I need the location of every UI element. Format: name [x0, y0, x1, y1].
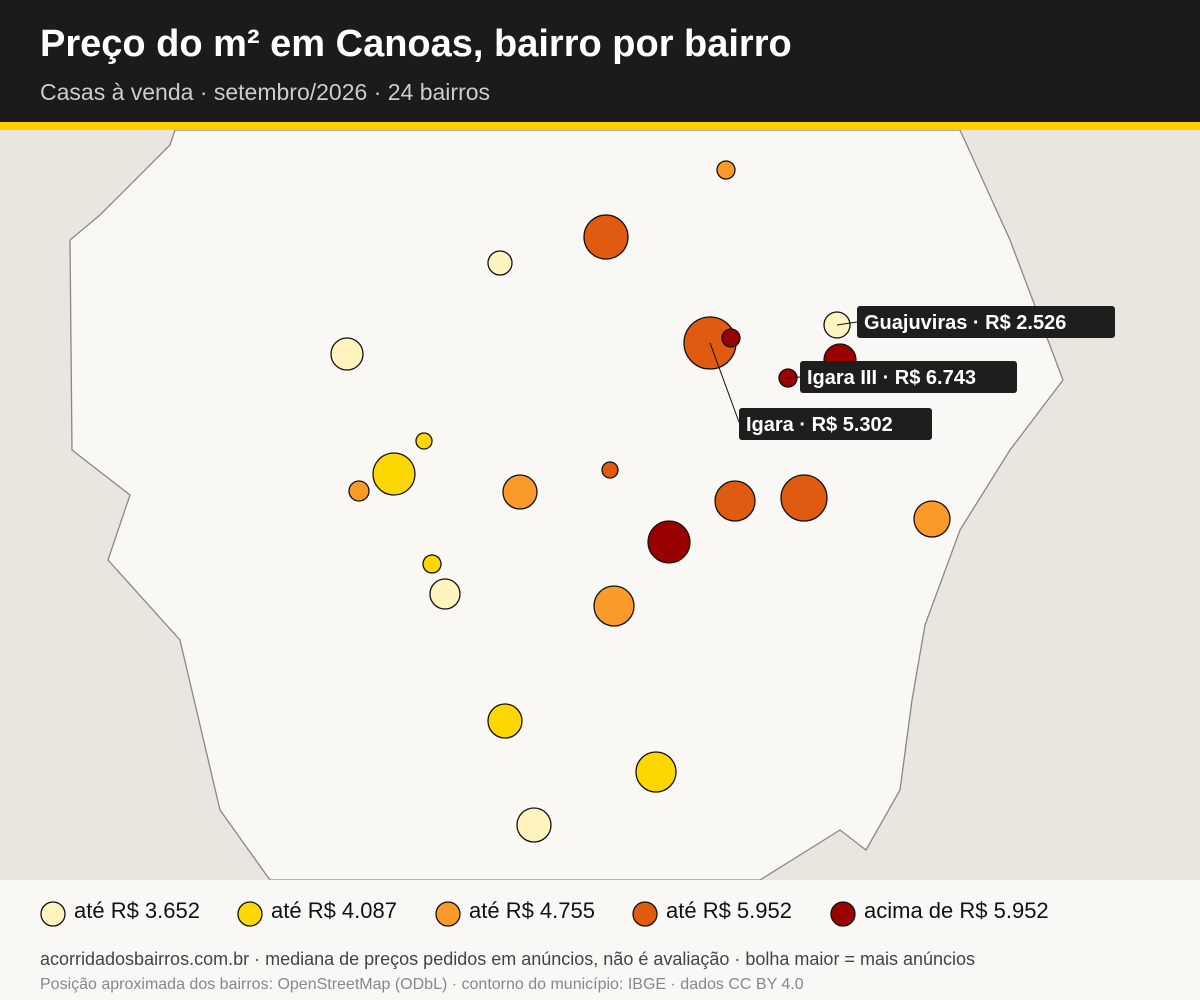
bubble: [780, 474, 828, 522]
header: [0, 0, 1200, 122]
legend-swatch: [40, 901, 66, 927]
leader-line: [709, 342, 740, 423]
bubble: [348, 480, 370, 502]
callout-label: Igara · R$ 5.302: [746, 414, 893, 436]
legend-swatch: [237, 901, 263, 927]
bubble: [714, 480, 756, 522]
bubble: [415, 432, 433, 450]
leader-line: [836, 321, 858, 326]
bubble: [583, 214, 629, 260]
title: Preço do m² em Canoas, bairro por bairro: [40, 23, 792, 65]
label-box: [800, 361, 1017, 393]
bubble: [647, 520, 691, 564]
legend-label: até R$ 3.652: [74, 898, 200, 923]
legend-swatch: [830, 901, 856, 927]
legend: até R$ 3.652 até R$ 4.087 até R$ 4.755 a…: [40, 898, 1049, 927]
header-stripe: [0, 122, 1200, 130]
bubble: [487, 703, 523, 739]
legend-swatch: [435, 901, 461, 927]
bubble: [593, 585, 635, 627]
bubble: [913, 500, 951, 538]
legend-label: até R$ 5.952: [666, 898, 792, 923]
source-note: acorridadosbairros.com.br · mediana de p…: [40, 949, 975, 969]
callout-label: Guajuviras · R$ 2.526: [864, 312, 1066, 334]
bubble: [422, 554, 442, 574]
credits: Posição aproximada dos bairros: OpenStre…: [40, 976, 804, 993]
bubble: [516, 807, 552, 843]
bubble: [330, 337, 364, 371]
bubble: [487, 250, 513, 276]
municipality-outline: [69, 129, 1064, 881]
legend-label: até R$ 4.755: [469, 898, 595, 923]
bubble: [635, 751, 677, 793]
label-box: [739, 408, 932, 440]
bubble: [429, 578, 461, 610]
legend-swatch: [632, 901, 658, 927]
legend-label: acima de R$ 5.952: [864, 898, 1049, 923]
label-box: [857, 306, 1115, 338]
bubble: [716, 160, 736, 180]
subtitle: Casas à venda · setembro/2026 · 24 bairr…: [40, 79, 490, 105]
leader-line: [787, 376, 801, 379]
bubble: [372, 452, 416, 496]
bubble: [601, 461, 619, 479]
bubble: [502, 474, 538, 510]
bubble: [721, 328, 741, 348]
legend-label: até R$ 4.087: [271, 898, 397, 923]
legend-area: [0, 880, 1200, 1000]
callouts: Guajuviras · R$ 2.526 Igara III · R$ 6.7…: [709, 306, 1115, 440]
callout-label: Igara III · R$ 6.743: [807, 367, 976, 389]
